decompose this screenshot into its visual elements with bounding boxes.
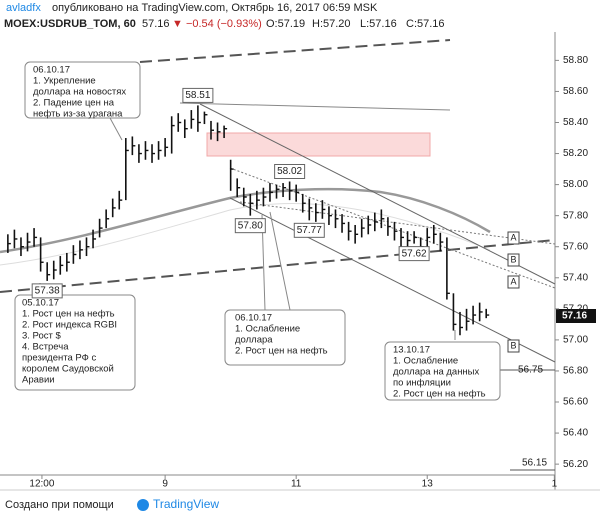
y-tick-label: 56.40: [563, 428, 588, 439]
zone: [206, 132, 431, 157]
y-tick-label: 58.80: [563, 55, 588, 66]
last-price-badge: [556, 309, 596, 323]
last-price: 57.16: [562, 311, 587, 322]
annotation-line: королем Саудовской: [22, 364, 114, 375]
y-tick-label: 57.20: [563, 303, 588, 314]
x-tick-label: 9: [162, 479, 168, 490]
channel-label: B: [510, 254, 516, 264]
channel-label-box: [507, 231, 520, 245]
x-tick-label: 11: [291, 479, 302, 490]
y-tick-label: 58.20: [563, 148, 588, 159]
y-tick-label: 57.60: [563, 241, 588, 252]
callout-box: [384, 341, 501, 401]
price-label-box: [182, 87, 214, 103]
low: L:57.16: [360, 18, 397, 30]
resistance: [179, 102, 451, 111]
price-label-box: [398, 246, 430, 262]
price-label: 57.62: [402, 248, 427, 259]
level-label: 56.15: [522, 458, 547, 469]
x-tick-label: 1: [552, 479, 558, 490]
y-tick-label: 56.80: [563, 366, 588, 377]
annotation-line: 1. Рост цен на нефть: [22, 309, 115, 320]
channel-label: A: [510, 276, 516, 286]
moving-average-2: [0, 203, 491, 266]
y-tick-label: 58.60: [563, 86, 588, 97]
annotation-line: 4. Встреча: [22, 342, 69, 353]
price-label-box: [31, 283, 63, 299]
symbol: MOEX:USDRUB_TOM, 60: [4, 18, 136, 30]
change: ▼ −0.54 (−0.93%): [172, 18, 262, 30]
brand-logo: [137, 499, 149, 511]
y-tick-label: 58.00: [563, 179, 588, 190]
channel-label: A: [510, 232, 516, 242]
annotation-line: 1. Ослабление: [393, 356, 458, 367]
y-tick-label: 57.80: [563, 210, 588, 221]
annotation-line: доллара на данных: [393, 367, 480, 378]
annotation-line: 13.10.17: [393, 345, 430, 356]
annotation-line: по инфляции: [393, 378, 451, 389]
annotation-line: 2. Рост цен на нефть: [235, 346, 328, 357]
y-tick-label: 56.20: [563, 459, 588, 470]
channel-label-box: [507, 339, 520, 353]
channel-dotted-2: [239, 201, 556, 245]
annotation-line: доллара: [235, 335, 273, 346]
open: O:57.19: [266, 18, 305, 30]
annotation-line: 2. Падение цен на: [33, 98, 115, 109]
callout-box: [224, 309, 346, 366]
last: 57.16: [142, 18, 170, 30]
channel-label-box: [507, 253, 520, 267]
footer-brand: TradingView: [153, 497, 219, 511]
price-label: 57.38: [35, 286, 60, 297]
author: avladfx: [6, 2, 41, 14]
channel-bottom: [229, 197, 556, 363]
annotation-line: 1. Укрепление: [33, 76, 96, 87]
price-label-box: [274, 164, 306, 180]
price-label: 58.51: [185, 90, 210, 101]
annotation-line: 2. Рост цен на нефть: [393, 389, 486, 400]
annotation-line: 05.10.17: [22, 298, 59, 309]
x-tick-label: 13: [422, 479, 434, 490]
annotation-line: 1. Ослабление: [235, 324, 300, 335]
channel-top: [199, 103, 556, 285]
annotation-line: 2. Рост индекса RGBI: [22, 320, 117, 331]
channel-label: B: [510, 340, 516, 350]
close: C:57.16: [406, 18, 445, 30]
y-tick-label: 57.00: [563, 335, 588, 346]
annotation-line: 3. Рост $: [22, 331, 62, 342]
callout-box: [24, 61, 141, 119]
annotation-line: Аравии: [22, 375, 55, 386]
price-label: 57.80: [238, 220, 263, 231]
footer-text: Создано при помощи: [5, 499, 114, 511]
channel-label-box: [507, 275, 520, 289]
x-tick-label: 12:00: [29, 479, 54, 490]
annotation-line: президента РФ с: [22, 353, 96, 364]
price-label: 58.02: [277, 166, 302, 177]
y-tick-label: 57.40: [563, 272, 588, 283]
published: опубликовано на TradingView.com, Октябрь…: [52, 2, 378, 14]
price-label-box: [234, 218, 266, 234]
price-label-box: [293, 222, 325, 238]
high: H:57.20: [312, 18, 351, 30]
annotation-line: 06.10.17: [235, 313, 272, 324]
level-label: 56.75: [518, 365, 543, 376]
trend-dashed-top: [139, 39, 451, 63]
y-tick-label: 58.40: [563, 117, 588, 128]
trend-dashed-bottom: [0, 239, 556, 293]
price-label: 57.77: [297, 225, 322, 236]
annotation-line: нефть из-за урагана: [33, 109, 123, 120]
y-tick-label: 56.60: [563, 397, 588, 408]
annotation-line: 06.10.17: [33, 65, 70, 76]
annotation-line: доллара на новостях: [33, 87, 126, 98]
callout-box: [14, 294, 136, 391]
